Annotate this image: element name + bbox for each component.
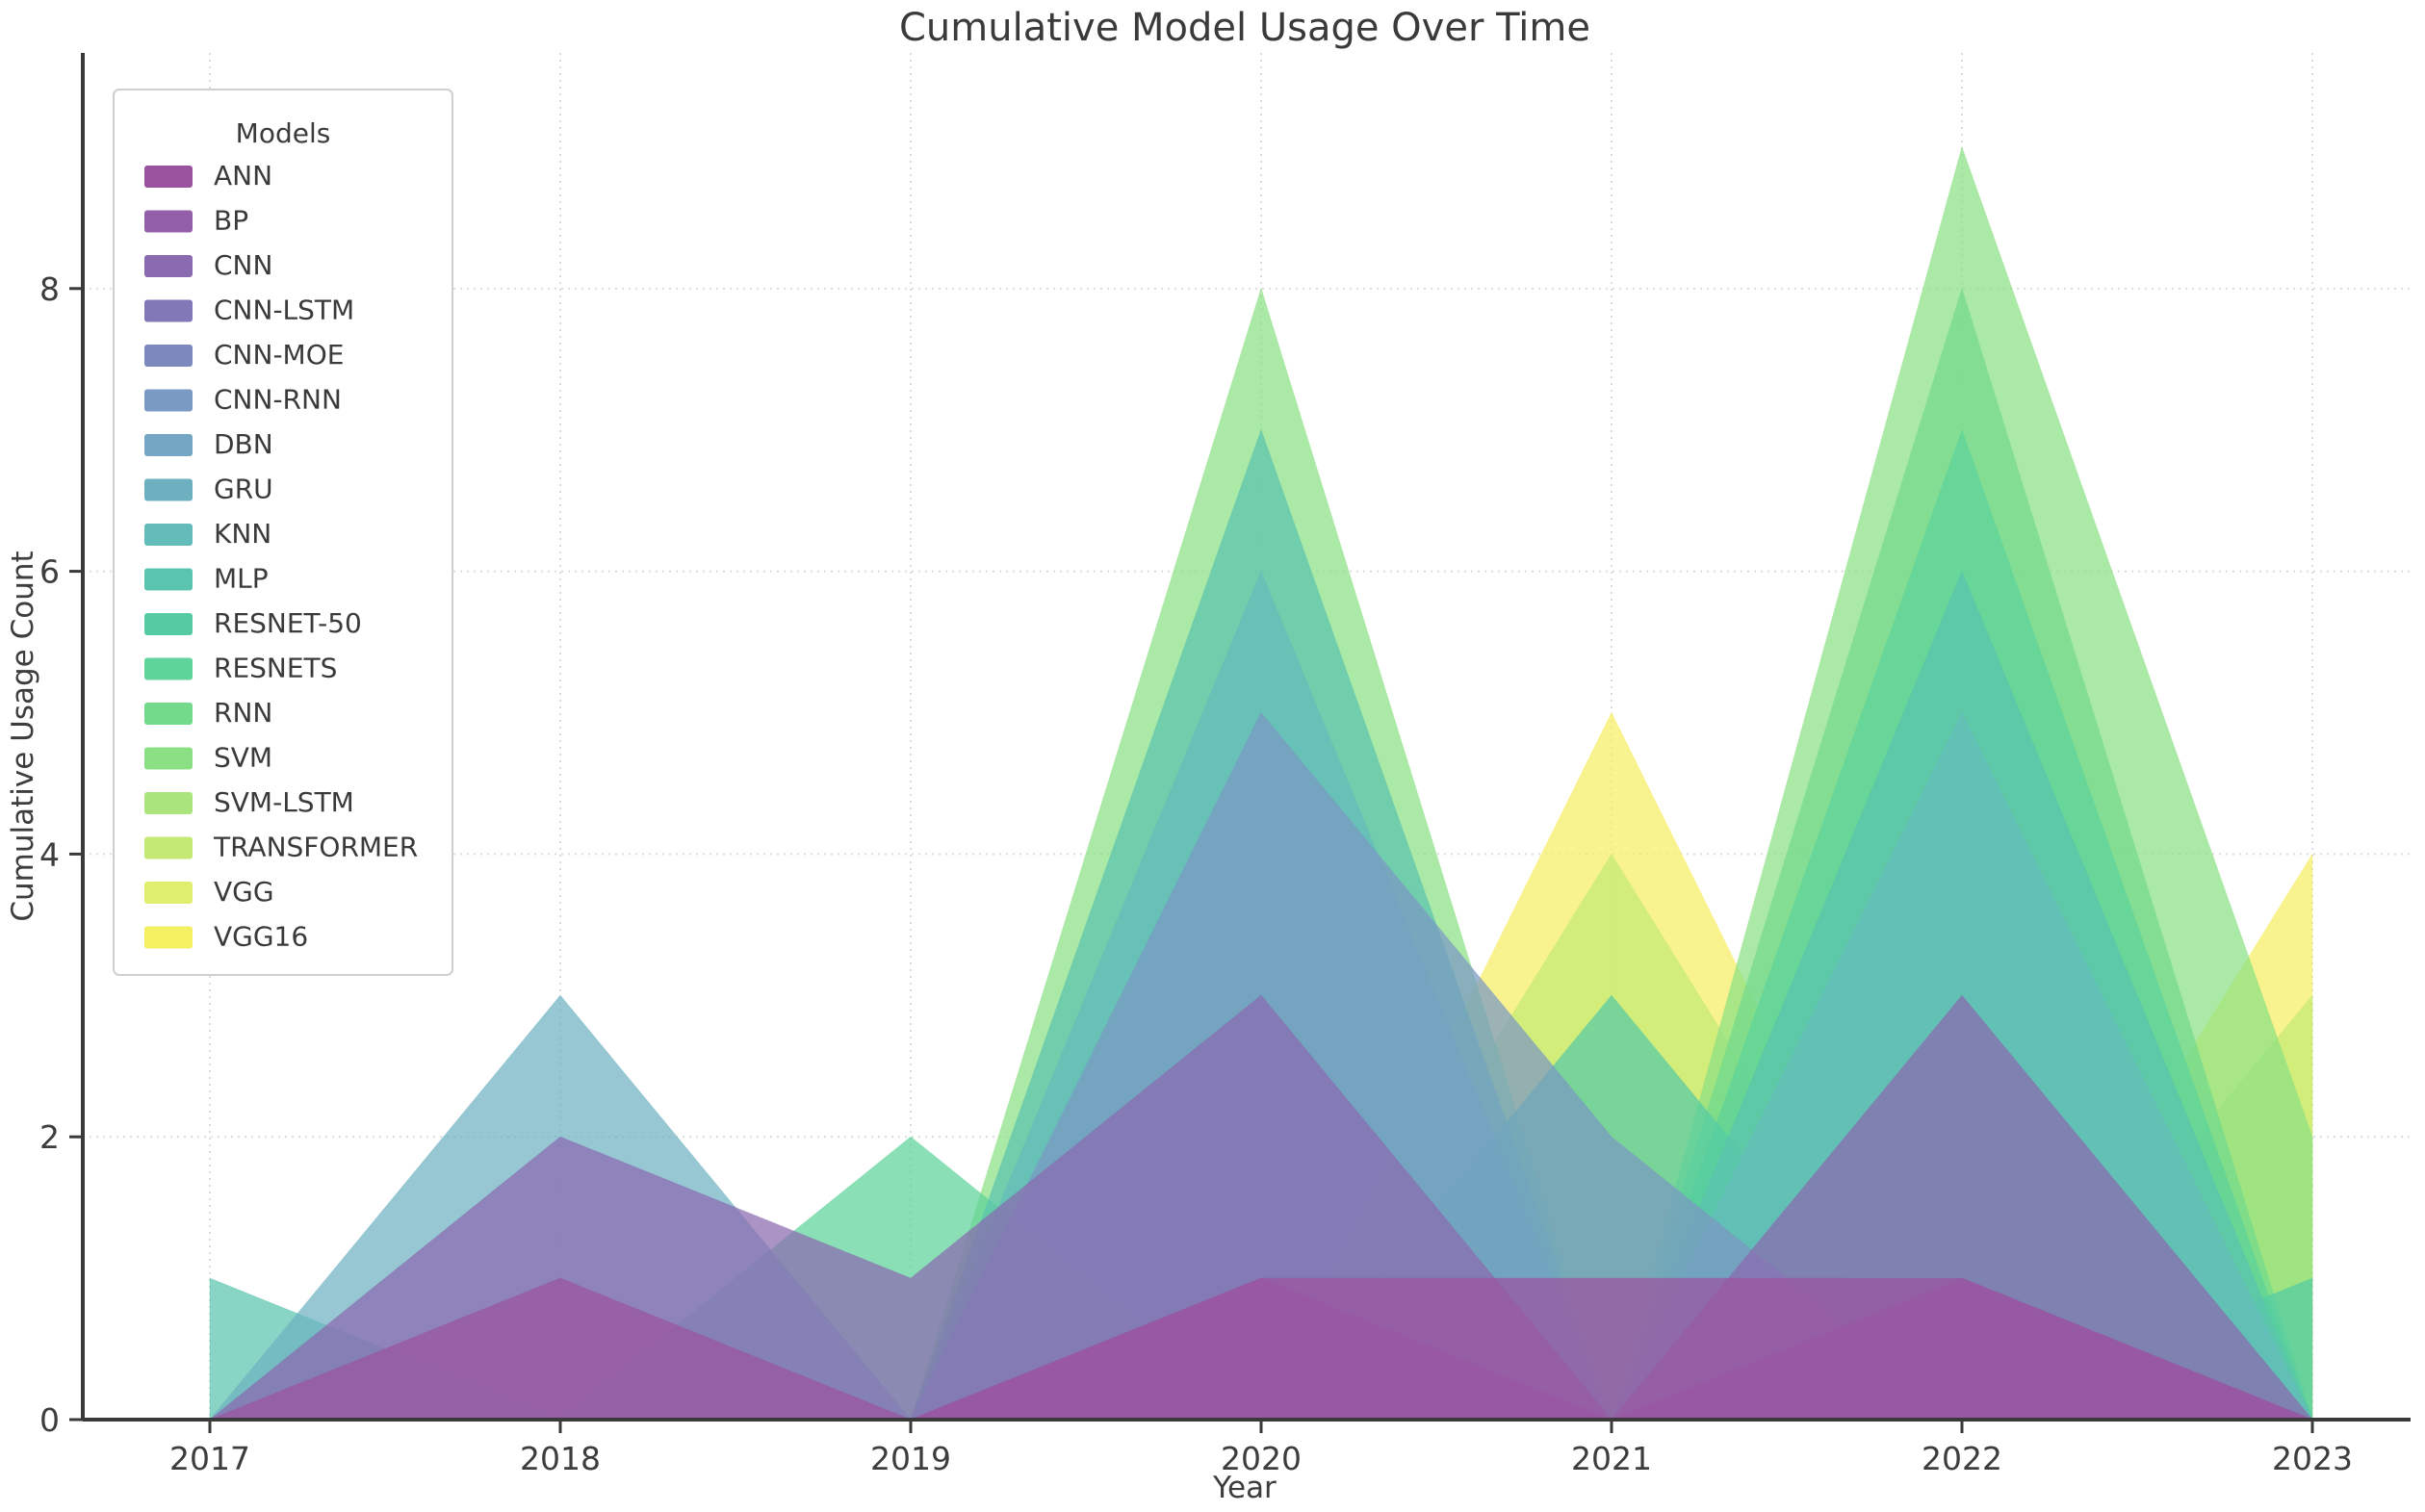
x-tick-label-2017: 2017	[169, 1440, 250, 1477]
legend-swatch-RESNETS	[144, 657, 193, 680]
y-tick-label-4: 4	[39, 835, 60, 873]
legend-item-RNN: RNN	[144, 697, 272, 729]
legend-swatch-CNN-LSTM	[144, 299, 193, 322]
legend-item-CNN: CNN	[144, 249, 272, 281]
y-axis-label: Cumulative Usage Count	[6, 551, 40, 921]
legend-label-RESNETS: RESNETS	[214, 653, 337, 684]
legend-label-TRANSFORMER: TRANSFORMER	[213, 832, 418, 863]
legend-item-RESNET-50: RESNET-50	[144, 607, 362, 639]
legend-item-SVM: SVM	[144, 742, 272, 774]
legend-label-MLP: MLP	[214, 563, 269, 595]
legend-item-CNN-LSTM: CNN-LSTM	[144, 295, 354, 326]
legend-item-SVM-LSTM: SVM-LSTM	[144, 786, 354, 818]
legend-swatch-GRU	[144, 478, 193, 501]
legend-item-ANN: ANN	[144, 160, 272, 192]
y-tick-label-0: 0	[39, 1401, 60, 1439]
legend-swatch-VGG	[144, 882, 193, 904]
x-tick-label-2019: 2019	[870, 1440, 951, 1477]
y-tick-label-8: 8	[39, 270, 60, 308]
x-tick-label-2023: 2023	[2272, 1440, 2353, 1477]
legend-title: Models	[236, 117, 331, 149]
legend-label-CNN-LSTM: CNN-LSTM	[214, 295, 354, 326]
legend-swatch-RESNET-50	[144, 613, 193, 635]
legend-label-CNN-MOE: CNN-MOE	[214, 339, 344, 371]
legend-label-DBN: DBN	[214, 428, 273, 460]
legend-item-TRANSFORMER: TRANSFORMER	[144, 832, 418, 863]
x-axis-label: Year	[1212, 1471, 1277, 1505]
x-tick-label-2020: 2020	[1221, 1440, 1302, 1477]
y-tick-label-6: 6	[39, 553, 60, 591]
legend-swatch-SVM-LSTM	[144, 792, 193, 814]
legend-label-CNN: CNN	[214, 249, 272, 281]
legend-item-DBN: DBN	[144, 428, 273, 460]
legend-label-SVM-LSTM: SVM-LSTM	[214, 786, 354, 818]
area-series	[208, 145, 2314, 1422]
legend-swatch-CNN-RNN	[144, 389, 193, 412]
legend-box	[113, 89, 453, 976]
legend-item-CNN-MOE: CNN-MOE	[144, 339, 344, 371]
legend-label-RNN: RNN	[214, 697, 272, 729]
x-tick-label-2022: 2022	[1922, 1440, 2002, 1477]
legend-item-MLP: MLP	[144, 563, 269, 595]
legend-item-BP: BP	[144, 205, 248, 237]
legend-item-CNN-RNN: CNN-RNN	[144, 384, 342, 416]
chart-title: Cumulative Model Usage Over Time	[899, 6, 1590, 50]
legend-item-RESNETS: RESNETS	[144, 653, 337, 684]
legend-swatch-KNN	[144, 524, 193, 546]
legend-label-CNN-RNN: CNN-RNN	[214, 384, 342, 416]
legend-label-SVM: SVM	[214, 742, 272, 774]
legend-swatch-TRANSFORMER	[144, 836, 193, 859]
legend-label-VGG16: VGG16	[214, 921, 308, 953]
legend-item-VGG: VGG	[144, 876, 274, 908]
legend-item-KNN: KNN	[144, 518, 271, 550]
legend-label-RESNET-50: RESNET-50	[214, 607, 362, 639]
legend-item-GRU: GRU	[144, 474, 273, 505]
axis-ticks: 2017 2018 2019 2020 2021 2022 2023 0 2 4 6 8	[39, 270, 2353, 1477]
legend-swatch-DBN	[144, 434, 193, 456]
legend-swatch-SVM	[144, 747, 193, 770]
legend-swatch-VGG16	[144, 926, 193, 949]
x-tick-label-2018: 2018	[520, 1440, 601, 1477]
legend-label-BP: BP	[214, 205, 248, 237]
x-tick-label-2021: 2021	[1571, 1440, 1652, 1477]
legend-swatch-CNN	[144, 255, 193, 277]
area-ANN	[209, 1277, 2313, 1421]
legend-item-VGG16: VGG16	[144, 921, 308, 953]
legend-swatch-CNN-MOE	[144, 345, 193, 367]
legend-items: ANN BP CNN CNN-LSTM CNN-MOE CNN-RNN DBN GRU KNN M…	[144, 160, 418, 953]
y-tick-label-2: 2	[39, 1118, 60, 1156]
legend-label-GRU: GRU	[214, 474, 273, 505]
legend-swatch-ANN	[144, 166, 193, 188]
legend-swatch-MLP	[144, 568, 193, 591]
legend-label-KNN: KNN	[214, 518, 271, 550]
legend-label-ANN: ANN	[214, 160, 272, 192]
legend-label-VGG: VGG	[214, 876, 274, 908]
legend-swatch-RNN	[144, 703, 193, 725]
legend: Models ANN BP CNN CNN-LSTM CNN-MOE CNN-RNN DBN…	[113, 89, 453, 976]
legend-swatch-BP	[144, 210, 193, 233]
